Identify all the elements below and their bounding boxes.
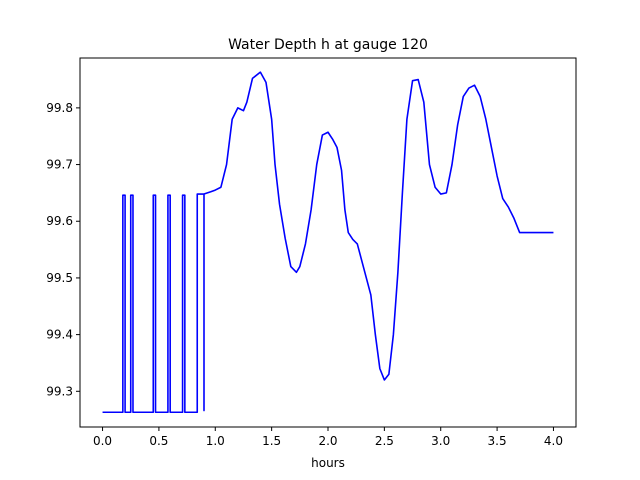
x-tick-label: 3.5 (488, 434, 507, 448)
chart-title: Water Depth h at gauge 120 (228, 37, 428, 53)
plot-area: 0.0 0.5 1.0 1.5 2.0 2.5 3.0 3.5 4.0 99.3 99.4 99.5… (46, 57, 577, 448)
x-tick-label: 1.5 (262, 434, 281, 448)
x-tick-label: 0.5 (149, 434, 168, 448)
y-tick-label: 99.8 (46, 101, 73, 115)
x-tick-label: 0.0 (93, 434, 112, 448)
x-tick-label: 1.0 (206, 434, 225, 448)
y-tick-label: 99.5 (46, 271, 73, 285)
series-line (102, 71, 554, 414)
y-tick-label: 99.4 (46, 328, 73, 342)
x-tick-label: 4.0 (544, 434, 563, 448)
x-axis-label: hours (311, 456, 345, 470)
x-axis-ticks: 0.0 0.5 1.0 1.5 2.0 2.5 3.0 3.5 4.0 (93, 427, 563, 448)
x-tick-label: 2.0 (318, 434, 337, 448)
x-tick-label: 3.0 (431, 434, 450, 448)
y-tick-label: 99.6 (46, 214, 73, 228)
y-tick-label: 99.3 (46, 384, 73, 398)
y-tick-label: 99.7 (46, 158, 73, 172)
y-axis-ticks: 99.3 99.4 99.5 99.6 99.7 99.8 (46, 101, 80, 398)
x-tick-label: 2.5 (375, 434, 394, 448)
